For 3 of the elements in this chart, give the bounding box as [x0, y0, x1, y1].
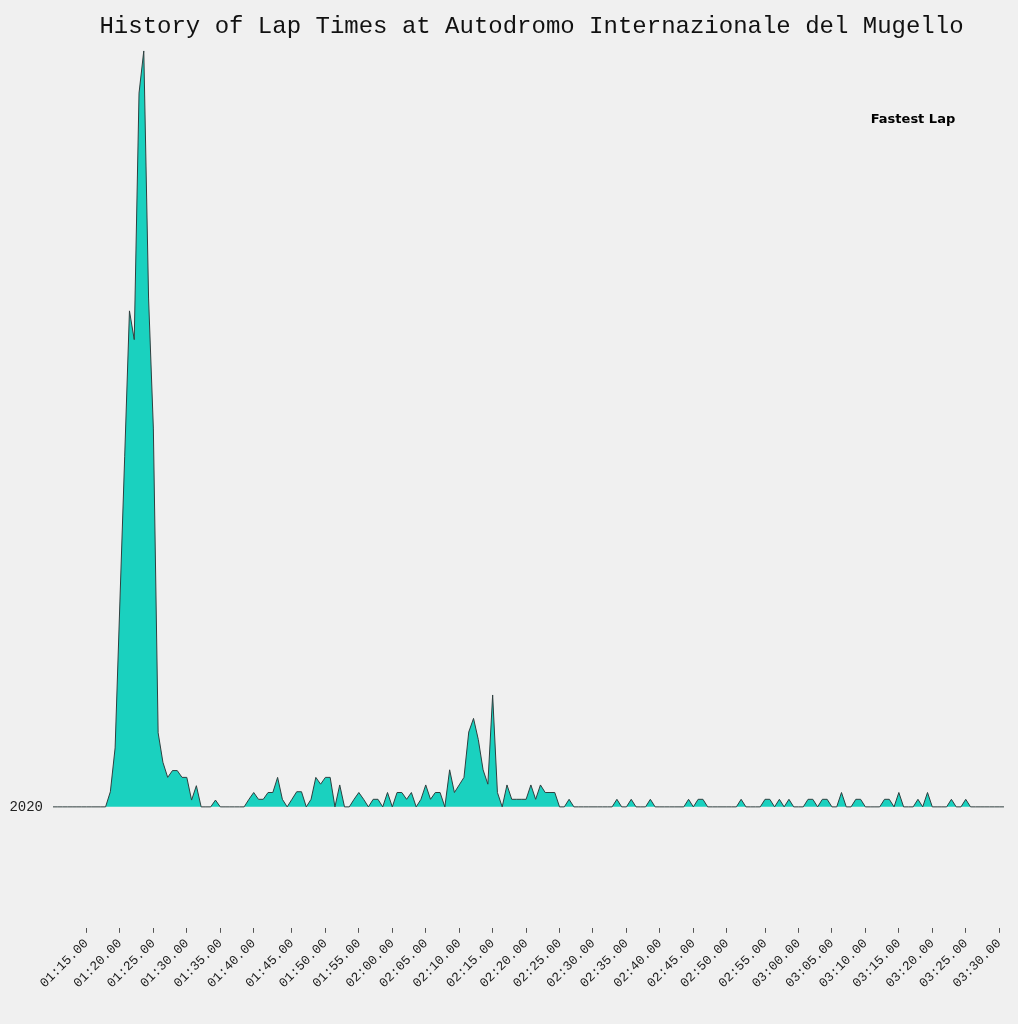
- series-label: 2020: [9, 798, 43, 815]
- legend-title: Fastest Lap: [870, 111, 956, 127]
- chart-title: History of Lap Times at Autodromo Internazionale del Mugello: [99, 12, 964, 40]
